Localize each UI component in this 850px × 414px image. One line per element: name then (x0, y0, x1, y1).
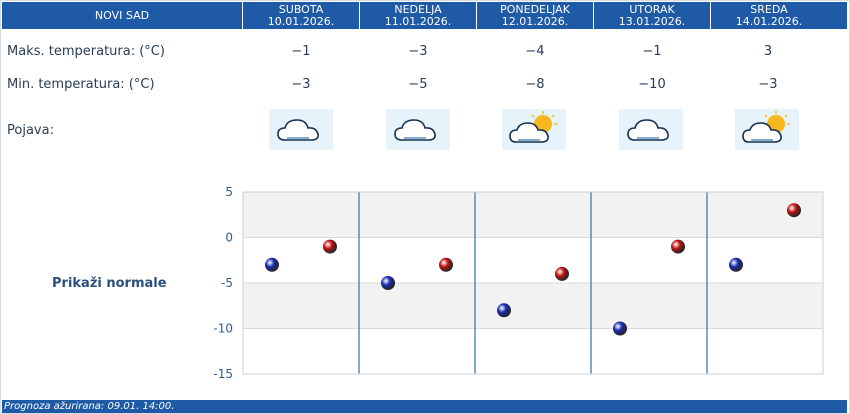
max-temp-point (787, 203, 801, 218)
cloudy-icon (619, 109, 683, 150)
city-name: NOVI SAD (94, 9, 150, 22)
day-name: PONEDELJAK (500, 3, 570, 16)
max-temp-value: −3 (408, 44, 428, 59)
cloudy-icon (269, 109, 333, 150)
max-temp-value: −1 (291, 44, 311, 59)
y-tick-label: -15 (213, 367, 233, 381)
max-temp-point (439, 257, 453, 272)
max-temp-label: Maks. temperatura: (°C) (7, 44, 165, 59)
day-date: 10.01.2026. (267, 15, 335, 28)
chart-points (265, 203, 801, 336)
cloudy-icon (386, 109, 450, 150)
max-temp-value: 3 (763, 44, 773, 59)
chart-frame (242, 191, 824, 375)
day-header-4: UTORAK 13.01.2026. (594, 2, 710, 29)
day-date: 11.01.2026. (384, 15, 452, 28)
min-temp-point (497, 303, 511, 318)
max-temp-value: −1 (642, 44, 662, 59)
partly-sunny-icon (735, 109, 799, 150)
y-tick-label: 0 (225, 231, 233, 245)
min-temp-value: −10 (638, 77, 666, 92)
day-name: UTORAK (629, 3, 675, 16)
min-temp-point (613, 321, 627, 336)
max-temp-point (671, 239, 685, 254)
day-header-3: PONEDELJAK 12.01.2026. (477, 2, 593, 29)
show-normals-button[interactable]: Prikaži normale (52, 276, 167, 291)
day-name: NEDELJA (394, 3, 442, 16)
min-temp-label: Min. temperatura: (°C) (7, 77, 155, 92)
day-header-1: SUBOTA 10.01.2026. (243, 2, 359, 29)
forecast-header: NOVI SAD SUBOTA 10.01.2026. NEDELJA 11.0… (2, 2, 847, 29)
day-header-5: SREDA 14.01.2026. (711, 2, 827, 29)
min-temp-point (265, 257, 279, 272)
min-temp-value: −5 (408, 77, 428, 92)
min-temp-value: −8 (525, 77, 545, 92)
min-temp-value: −3 (758, 77, 778, 92)
phenomenon-label: Pojava: (7, 123, 54, 138)
update-time: Prognoza ažurirana: 09.01. 14:00. (4, 401, 175, 412)
chart-bands (243, 192, 823, 374)
chart-y-ticks: 5 0 -5 -10 -15 (213, 185, 233, 381)
day-header-2: NEDELJA 11.01.2026. (360, 2, 476, 29)
chart-band (243, 192, 823, 238)
day-name: SUBOTA (278, 3, 324, 16)
day-date: 14.01.2026. (735, 15, 803, 28)
max-temp-value: −4 (525, 44, 545, 59)
max-temp-point (323, 239, 337, 254)
chart-band (243, 237, 823, 283)
chart-band (243, 328, 823, 374)
y-tick-label: -10 (213, 322, 233, 336)
max-temp-point (555, 266, 569, 281)
min-temp-point (729, 257, 743, 272)
day-name: SREDA (750, 3, 788, 16)
chart-grid (242, 191, 824, 375)
forecast-footer: Prognoza ažurirana: 09.01. 14:00. (2, 400, 847, 413)
min-temp-point (381, 276, 395, 290)
y-tick-label: 5 (225, 185, 233, 199)
day-date: 13.01.2026. (618, 15, 686, 28)
min-temp-value: −3 (291, 77, 311, 92)
day-date: 12.01.2026. (501, 15, 569, 28)
partly-sunny-icon (502, 109, 566, 150)
chart-band (243, 283, 823, 329)
y-tick-label: -5 (221, 276, 233, 290)
